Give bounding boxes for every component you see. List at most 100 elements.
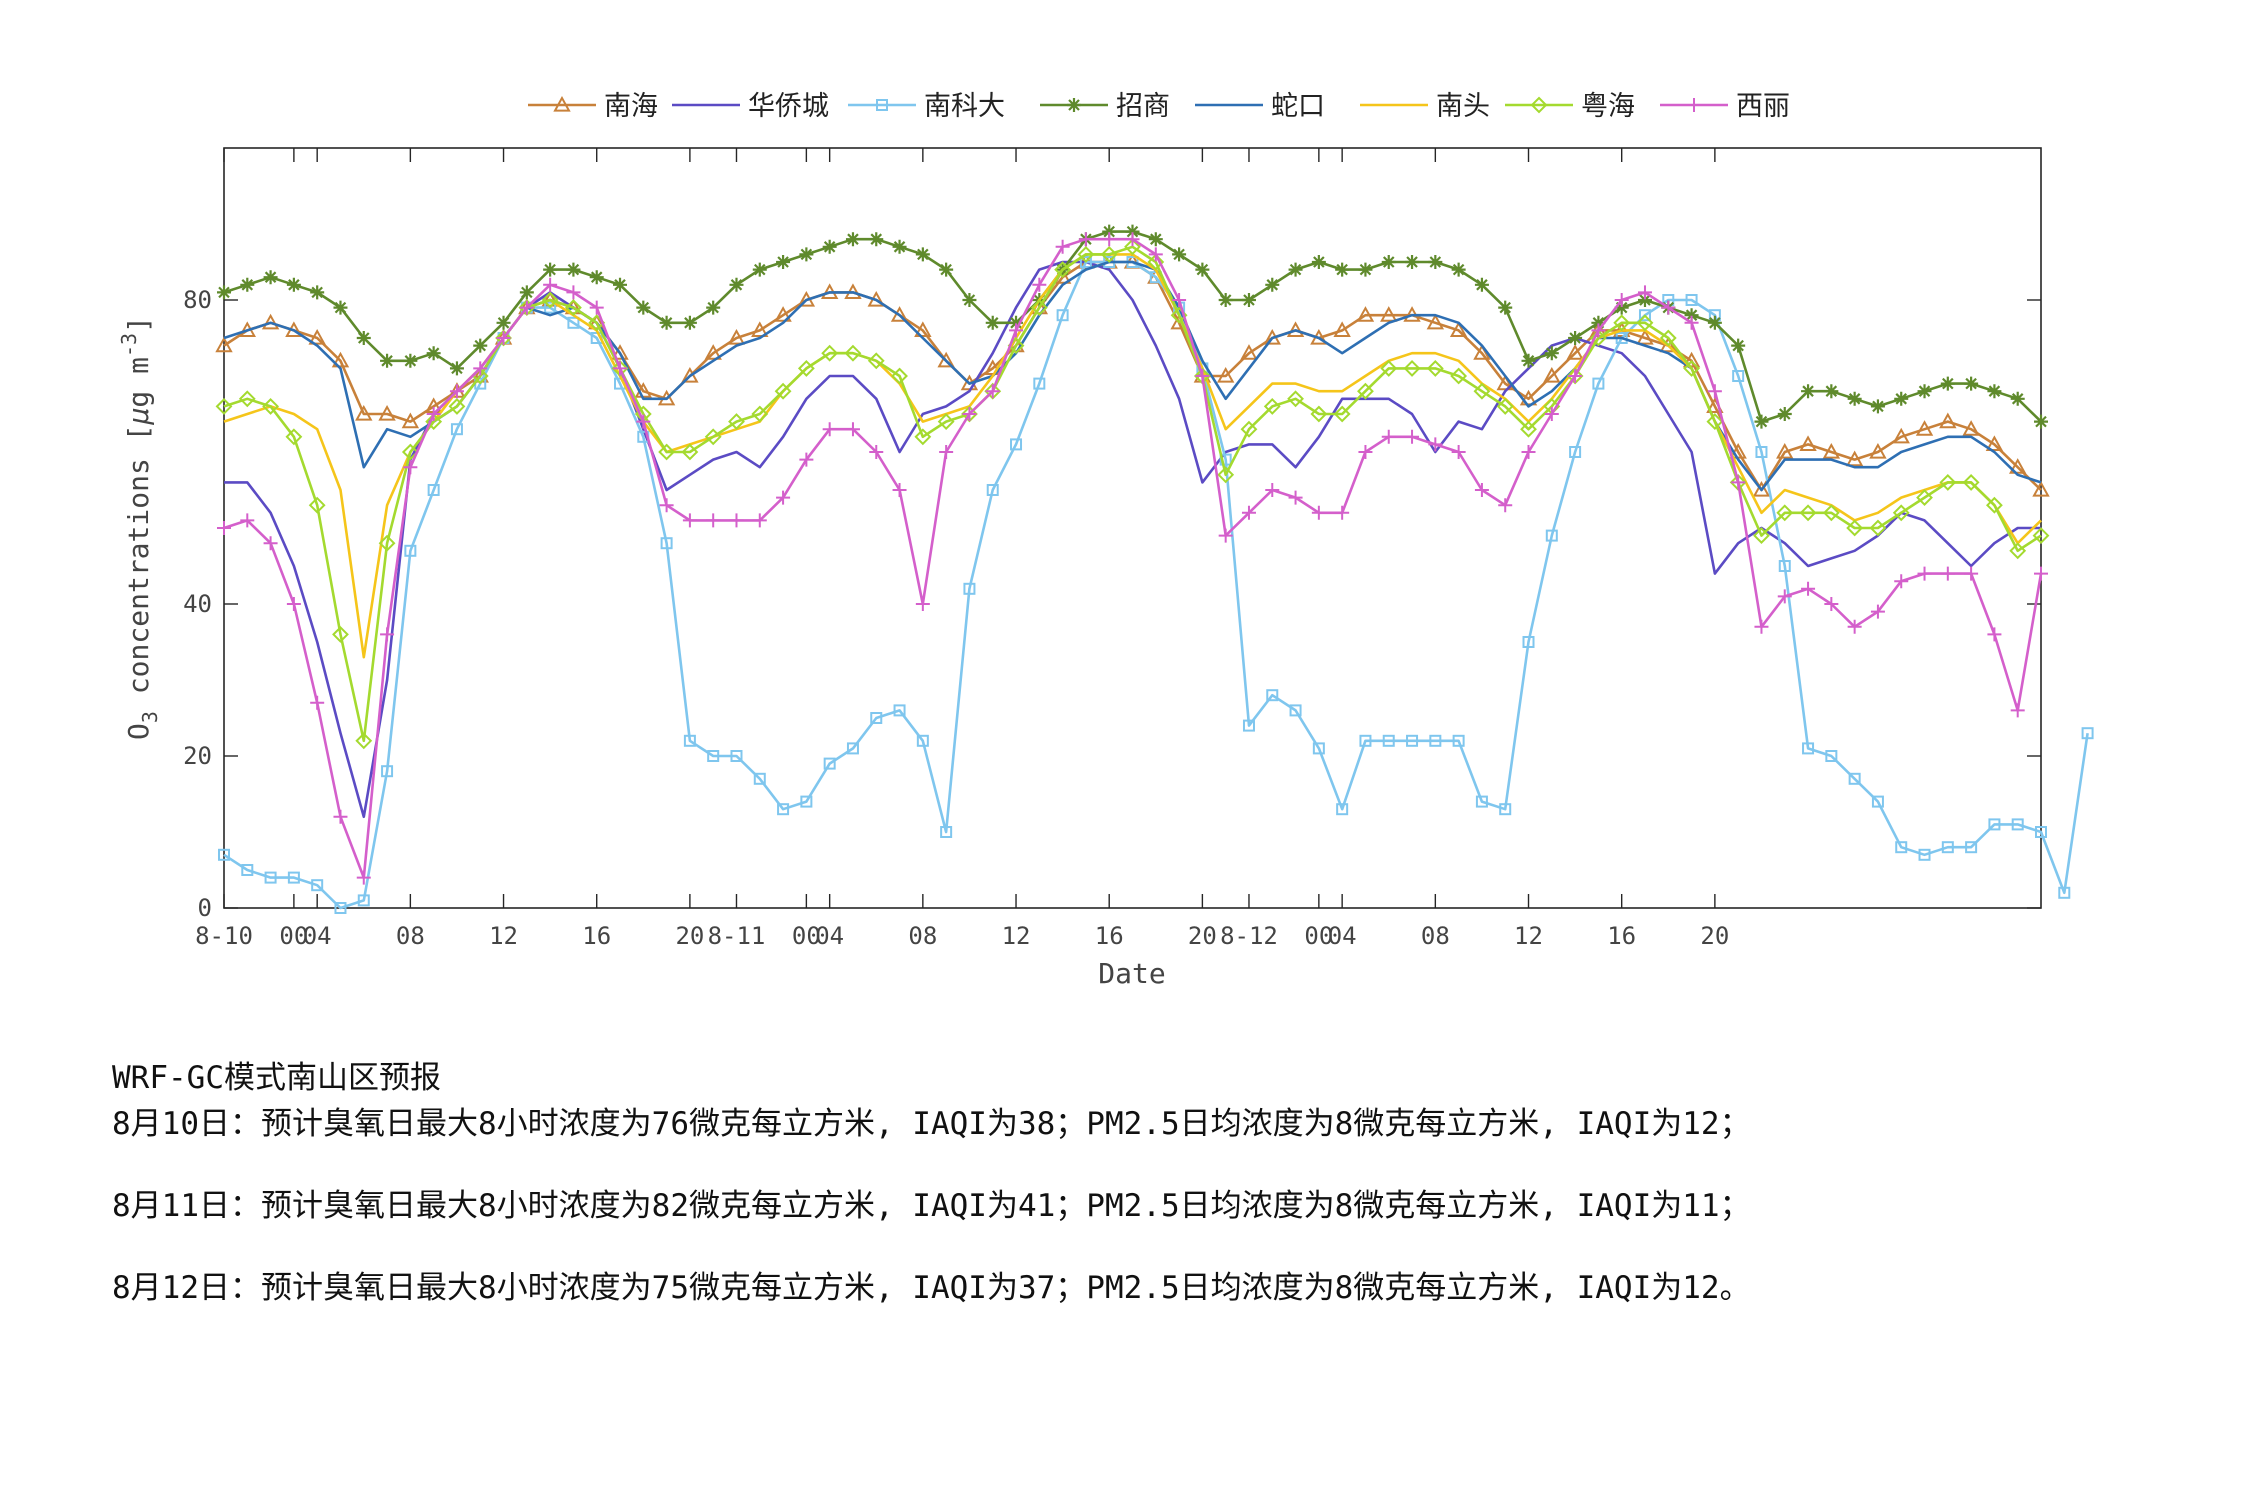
data-point	[985, 384, 1000, 399]
data-point	[449, 384, 464, 399]
data-point	[403, 460, 418, 475]
data-point	[1777, 407, 1792, 421]
data-point	[1732, 370, 1745, 382]
data-point	[1032, 277, 1047, 292]
data-point	[1707, 384, 1722, 399]
data-point	[308, 328, 326, 345]
data-point	[1988, 818, 2001, 831]
data-point	[730, 750, 743, 762]
data-point	[1636, 314, 1654, 332]
data-point	[1265, 483, 1280, 497]
data-point	[1172, 247, 1187, 262]
data-point	[519, 300, 534, 315]
data-point	[1241, 293, 1256, 307]
data-point	[937, 413, 955, 431]
data-point	[356, 870, 371, 885]
data-point	[403, 353, 418, 368]
data-point	[1077, 245, 1095, 263]
y-tick-label: 40	[183, 590, 212, 618]
data-point	[706, 513, 721, 528]
data-point	[401, 412, 420, 429]
data-point	[1380, 359, 1398, 377]
data-point	[1336, 803, 1349, 816]
data-point	[1219, 453, 1232, 466]
y-axis-title: O3 concentrations [μg m-3]	[117, 316, 162, 740]
data-point	[1217, 466, 1235, 484]
data-point	[567, 316, 580, 329]
data-point	[1335, 505, 1350, 520]
data-point	[1403, 359, 1421, 377]
data-point	[1776, 504, 1794, 522]
data-point	[1895, 841, 1908, 854]
x-tick-label: 04	[303, 922, 332, 950]
data-point	[218, 848, 230, 861]
data-point	[1707, 315, 1722, 330]
data-point	[1962, 473, 1980, 491]
data-point	[1148, 232, 1163, 247]
data-point	[1333, 321, 1351, 337]
data-point	[285, 428, 303, 446]
legend-item-5: 蛇口	[1195, 91, 1325, 122]
data-point	[1359, 734, 1372, 747]
data-point	[1498, 498, 1513, 513]
data-point	[1452, 734, 1465, 747]
legend-label: 南海	[604, 91, 658, 122]
data-point	[1987, 384, 2002, 399]
forecast-line-aug12: 8月12日：预计臭氧日最大8小时浓度为75微克每立方米, IAQI为37；PM2…	[112, 1270, 1751, 1306]
data-point	[1544, 346, 1559, 361]
x-tick-label: 16	[1607, 922, 1636, 950]
data-point	[544, 301, 557, 314]
data-point	[2035, 826, 2047, 838]
x-tick-label: 20	[1188, 922, 1217, 950]
data-point	[332, 625, 349, 643]
data-point	[1009, 323, 1024, 338]
data-point	[1311, 505, 1326, 520]
data-point	[704, 344, 722, 360]
data-point	[1822, 504, 1840, 522]
data-point	[1917, 384, 1932, 399]
data-point	[1381, 429, 1396, 444]
data-point	[308, 496, 326, 514]
legend-marker	[1687, 98, 1701, 112]
data-point	[1380, 306, 1398, 322]
data-point	[845, 232, 860, 247]
data-point	[1776, 442, 1794, 459]
data-point	[215, 397, 233, 415]
data-point	[776, 255, 791, 269]
data-point	[2010, 703, 2025, 718]
data-point	[1100, 245, 1118, 263]
x-tick-label: 12	[489, 922, 518, 950]
data-point	[1847, 391, 1862, 406]
data-point	[799, 247, 814, 262]
data-point	[1799, 504, 1817, 522]
data-point	[378, 534, 396, 552]
data-point	[1451, 262, 1466, 277]
data-point	[1568, 369, 1583, 383]
legend-label: 粤海	[1581, 91, 1635, 122]
data-point	[425, 413, 443, 431]
data-point	[845, 422, 860, 437]
data-point	[821, 344, 839, 362]
data-point	[1310, 405, 1328, 423]
forecast-text: WRF-GC模式南山区预报 8月10日：预计臭氧日最大8小时浓度为76微克每立方…	[112, 1058, 2212, 1350]
data-point	[729, 513, 744, 528]
data-point	[774, 306, 792, 322]
data-point	[916, 734, 929, 747]
data-point	[846, 742, 859, 755]
x-tick-label: 12	[1514, 922, 1543, 950]
legend-item-6: 南头	[1360, 91, 1490, 122]
legend-item-7: 粤海	[1505, 91, 1635, 122]
data-point	[1637, 285, 1652, 300]
legend-label: 蛇口	[1271, 91, 1325, 122]
data-point	[355, 404, 373, 421]
data-point	[774, 382, 792, 400]
data-point	[728, 413, 745, 431]
data-point	[1894, 574, 1909, 589]
data-point	[939, 445, 954, 459]
data-point	[844, 344, 862, 362]
data-point	[1522, 636, 1535, 648]
legend-label: 招商	[1116, 91, 1170, 122]
data-point	[565, 299, 582, 317]
data-point	[1801, 384, 1816, 399]
data-point	[426, 407, 441, 421]
